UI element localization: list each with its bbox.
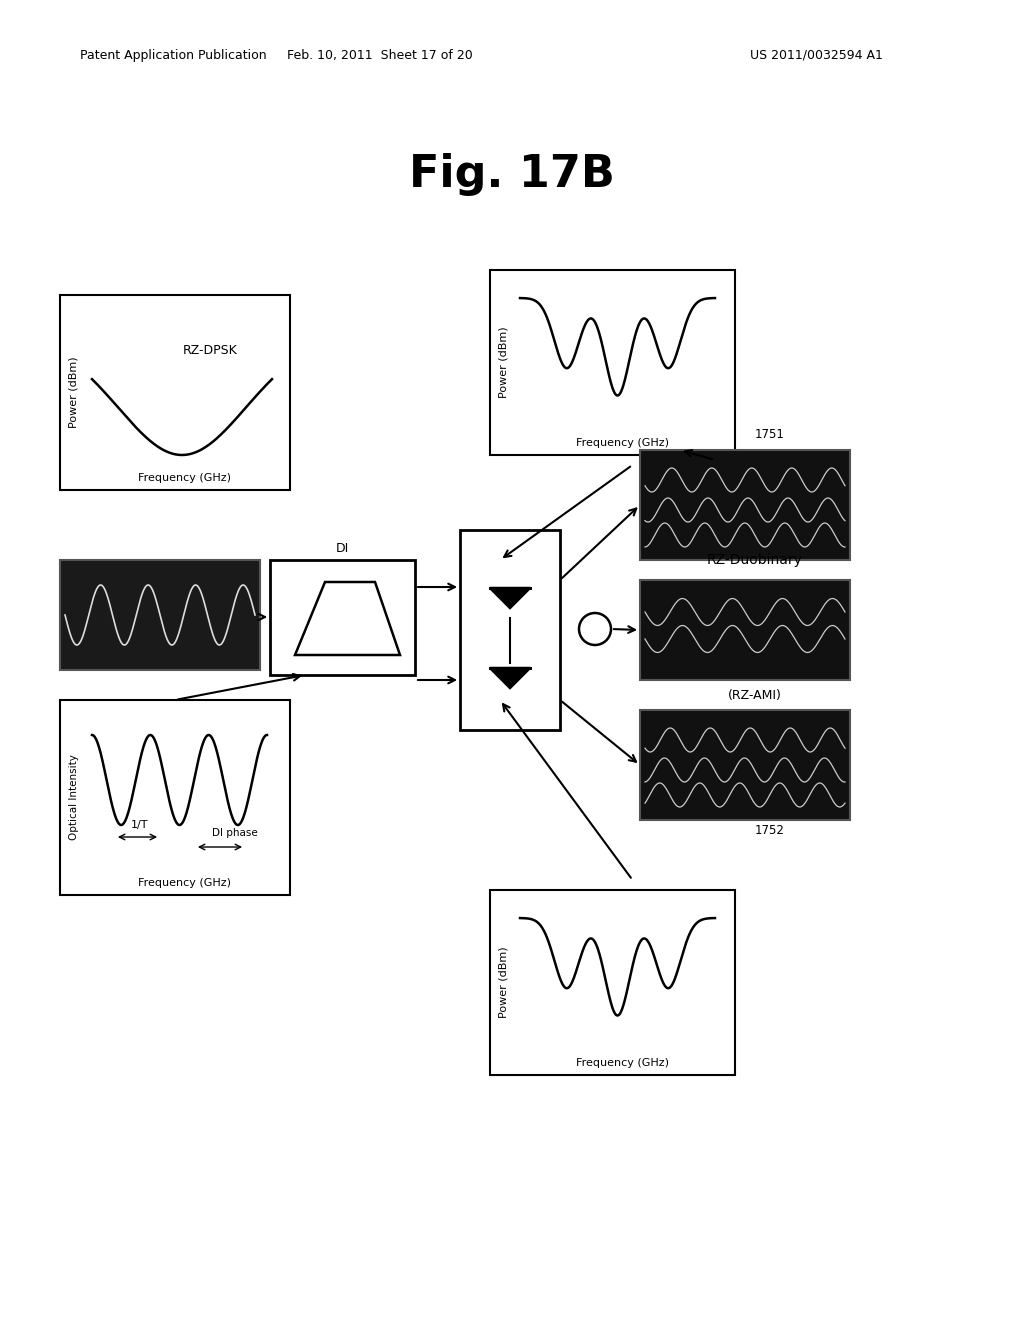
Text: Power (dBm): Power (dBm) (69, 356, 79, 428)
Bar (490, 890, 735, 1074)
Text: RZ-DPSK: RZ-DPSK (182, 343, 238, 356)
Bar (640, 710, 850, 820)
Text: DI: DI (336, 541, 349, 554)
Text: DI phase: DI phase (212, 828, 258, 838)
Text: Frequency (GHz): Frequency (GHz) (138, 878, 231, 888)
Bar (60, 700, 290, 895)
Text: Frequency (GHz): Frequency (GHz) (138, 473, 231, 483)
Text: US 2011/0032594 A1: US 2011/0032594 A1 (750, 49, 883, 62)
Text: Power (dBm): Power (dBm) (499, 326, 509, 399)
Text: 1752: 1752 (755, 824, 784, 837)
Bar (60, 294, 290, 490)
Text: −: − (587, 619, 603, 639)
Text: Optical Intensity: Optical Intensity (69, 755, 79, 841)
Text: Fig. 17B: Fig. 17B (409, 153, 615, 197)
Text: Power (dBm): Power (dBm) (499, 946, 509, 1018)
Text: (RZ-AMI): (RZ-AMI) (728, 689, 782, 701)
Text: 1751: 1751 (755, 429, 784, 441)
Text: Patent Application Publication: Patent Application Publication (80, 49, 266, 62)
Bar (490, 271, 735, 455)
Text: Frequency (GHz): Frequency (GHz) (575, 1059, 669, 1068)
Bar (60, 560, 260, 671)
Bar (460, 531, 560, 730)
Text: 1/T: 1/T (131, 820, 148, 830)
Text: RZ-Duobinary: RZ-Duobinary (707, 553, 803, 568)
Bar (270, 560, 415, 675)
Text: Frequency (GHz): Frequency (GHz) (575, 438, 669, 447)
Bar (640, 579, 850, 680)
Text: Feb. 10, 2011  Sheet 17 of 20: Feb. 10, 2011 Sheet 17 of 20 (287, 49, 473, 62)
Bar (640, 450, 850, 560)
Polygon shape (295, 582, 400, 655)
Polygon shape (490, 668, 530, 688)
Circle shape (579, 612, 611, 645)
Polygon shape (490, 587, 530, 609)
